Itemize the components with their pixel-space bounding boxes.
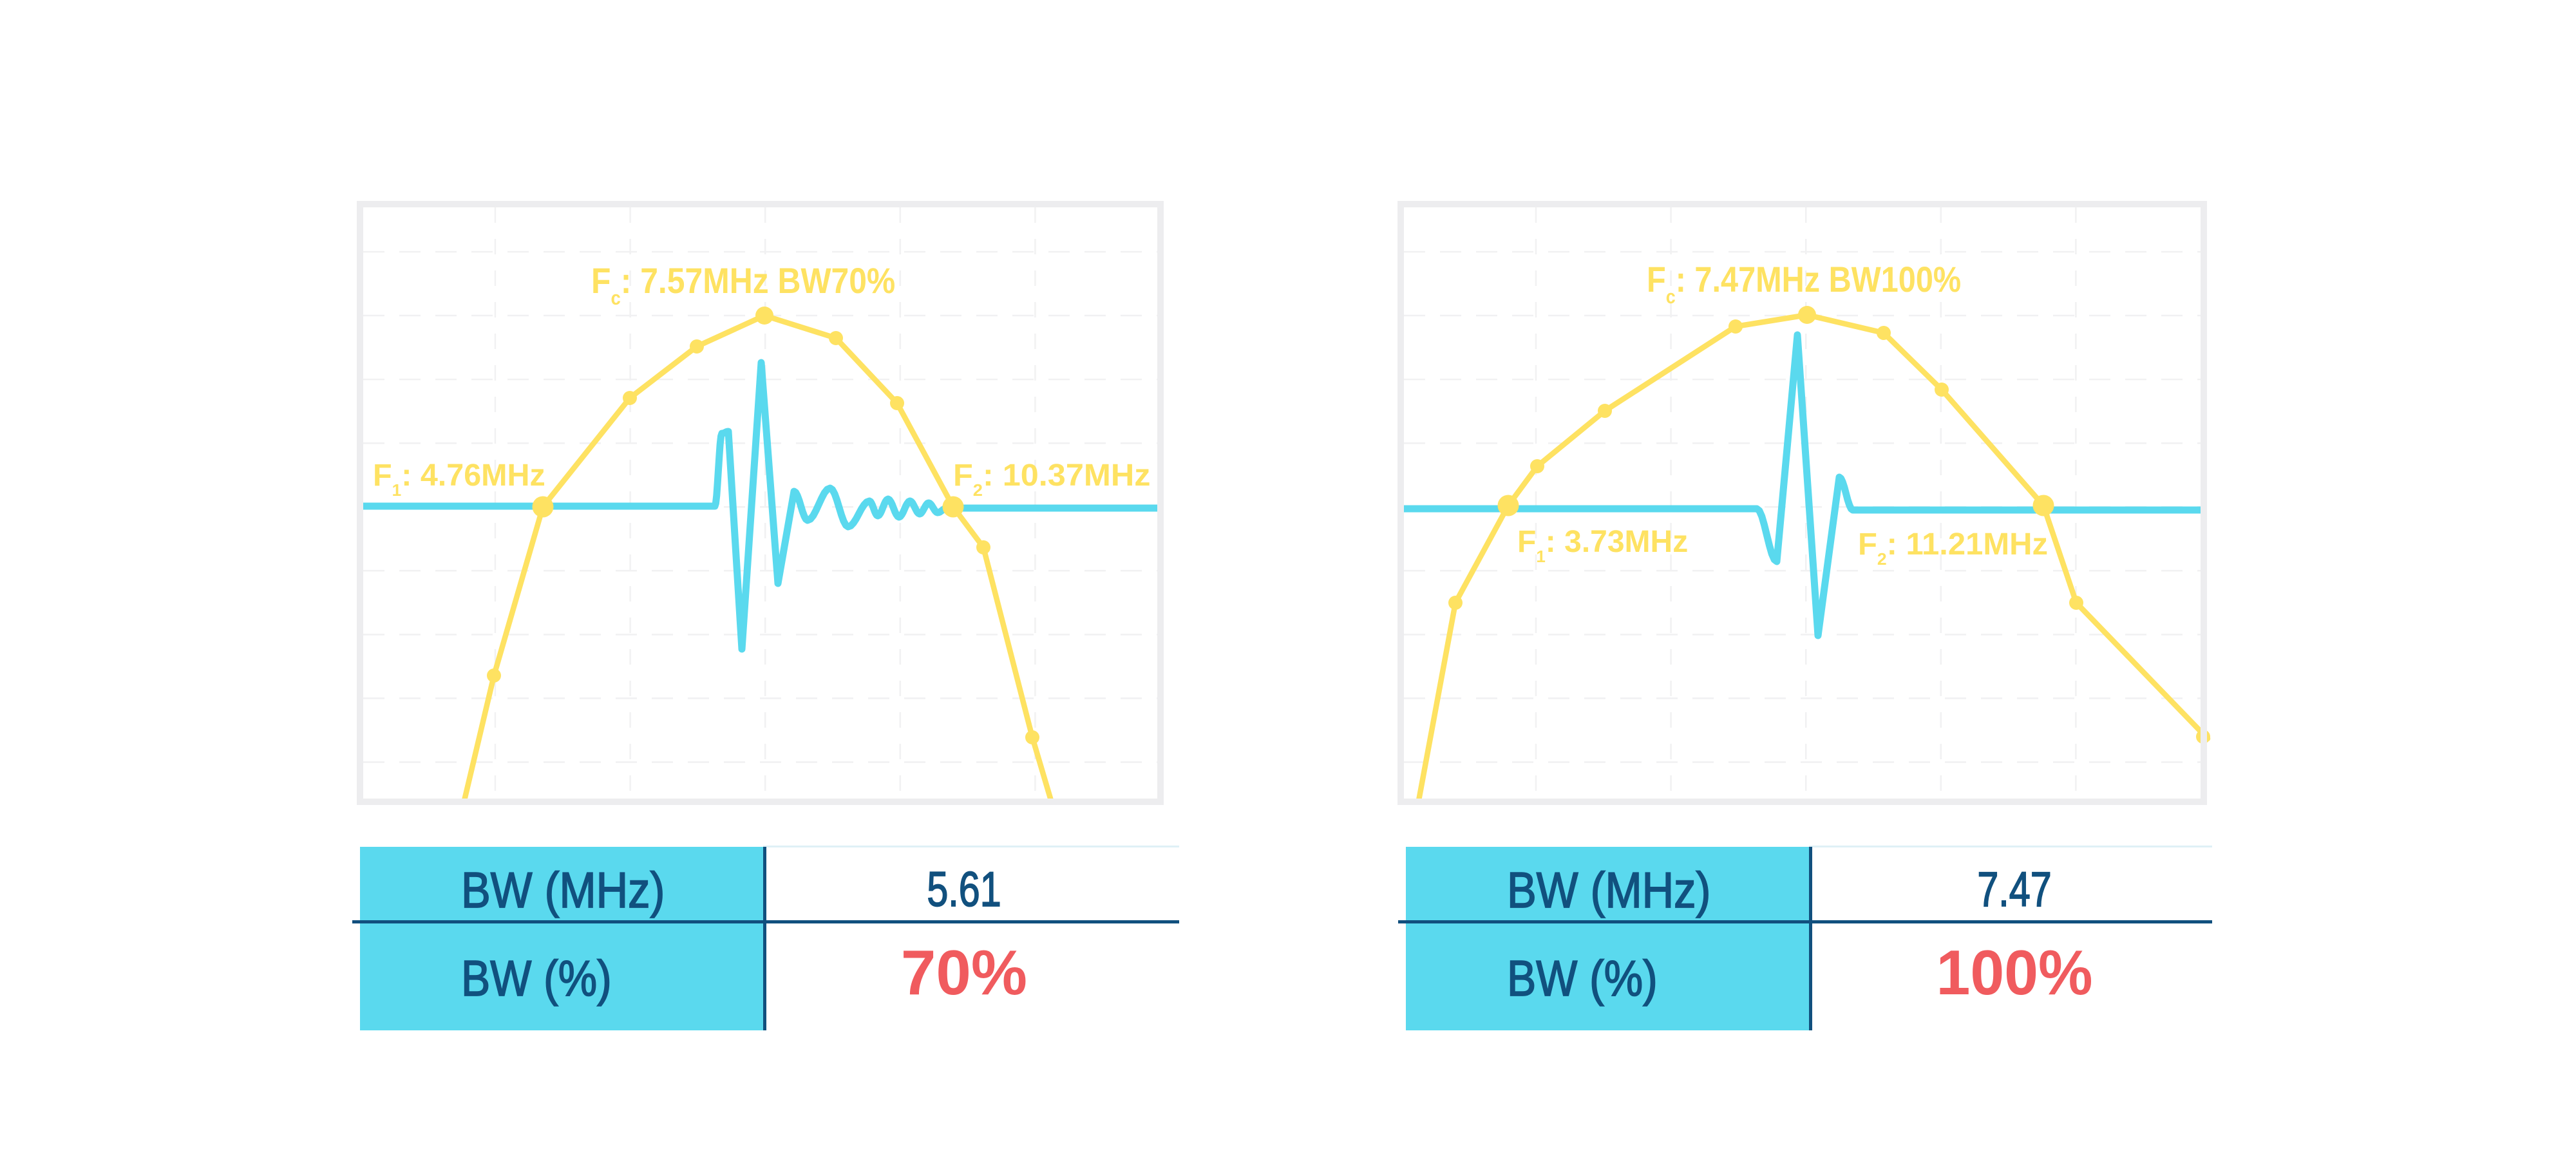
svg-text:5.61: 5.61: [927, 862, 1001, 917]
svg-text:BW (%): BW (%): [1507, 951, 1658, 1007]
svg-text:7.47: 7.47: [1977, 862, 2051, 917]
svg-text:F2: 10.37MHz: F2: 10.37MHz: [953, 458, 1150, 500]
svg-text:BW (%): BW (%): [461, 951, 612, 1007]
svg-text:BW (MHz): BW (MHz): [461, 862, 665, 918]
svg-text:Fc: 7.57MHz BW70%: Fc: 7.57MHz BW70%: [591, 261, 895, 309]
svg-text:BW (MHz): BW (MHz): [1507, 862, 1710, 918]
svg-text:70%: 70%: [901, 937, 1027, 1008]
svg-text:100%: 100%: [1936, 938, 2092, 1008]
